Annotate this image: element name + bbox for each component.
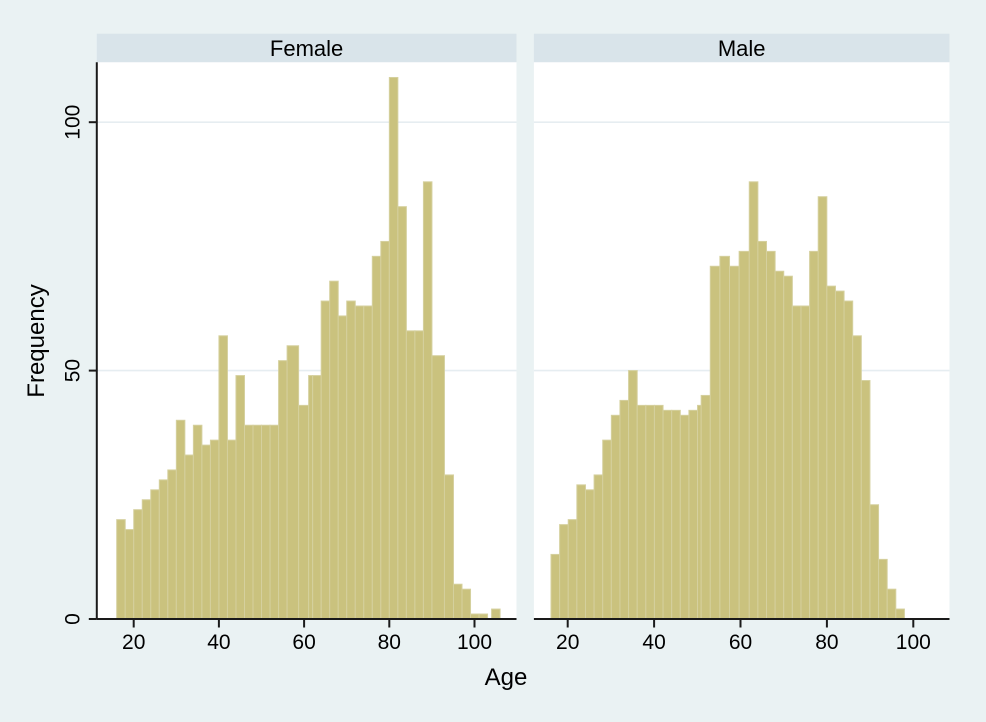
svg-text:Male: Male bbox=[718, 36, 766, 61]
svg-text:80: 80 bbox=[378, 631, 401, 654]
svg-text:20: 20 bbox=[556, 631, 579, 654]
svg-text:40: 40 bbox=[207, 631, 230, 654]
svg-text:Frequency: Frequency bbox=[23, 284, 50, 397]
svg-text:50: 50 bbox=[62, 359, 85, 382]
svg-text:Age: Age bbox=[485, 664, 528, 691]
svg-text:60: 60 bbox=[729, 631, 752, 654]
svg-text:20: 20 bbox=[122, 631, 145, 654]
svg-text:60: 60 bbox=[292, 631, 315, 654]
svg-text:100: 100 bbox=[62, 105, 85, 140]
svg-text:Female: Female bbox=[270, 36, 343, 61]
svg-text:0: 0 bbox=[62, 613, 85, 625]
svg-text:80: 80 bbox=[815, 631, 838, 654]
svg-text:100: 100 bbox=[896, 631, 931, 654]
svg-text:40: 40 bbox=[642, 631, 665, 654]
svg-text:100: 100 bbox=[457, 631, 492, 654]
